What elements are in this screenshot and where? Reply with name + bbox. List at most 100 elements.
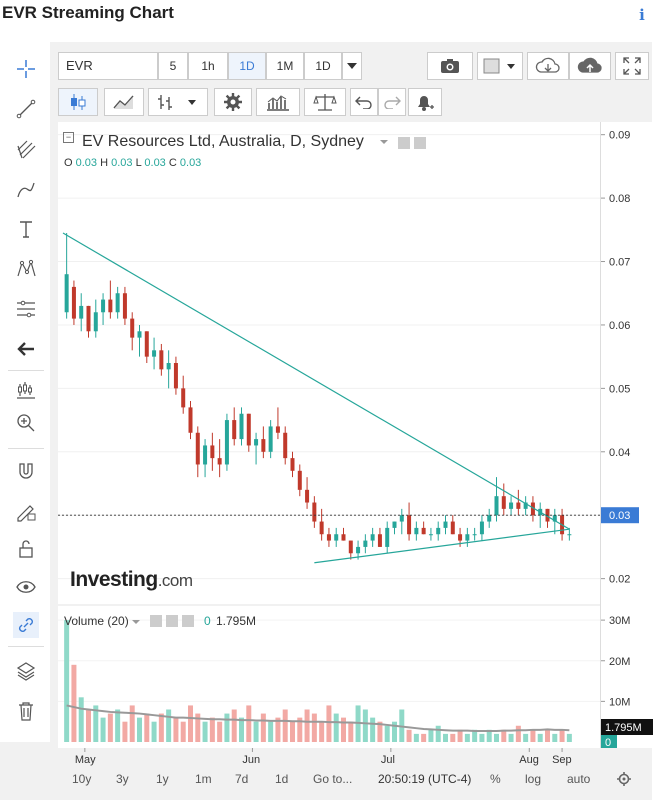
candle-body: [356, 546, 361, 554]
auto-toggle[interactable]: auto: [567, 772, 591, 786]
volume-eye-icon[interactable]: [150, 615, 162, 627]
volume-value: 1.795M: [216, 614, 257, 628]
cloud-upload-icon[interactable]: [569, 52, 611, 80]
lock-drawing-icon[interactable]: [13, 498, 39, 524]
symbol-input[interactable]: EVR: [58, 52, 158, 80]
current-price-label: 0.03: [609, 510, 630, 522]
volume-bar: [166, 709, 172, 742]
color-picker-button[interactable]: [477, 52, 523, 80]
ohlc-legend: O 0.03 H 0.03 L 0.03 C 0.03: [64, 157, 202, 169]
volume-bar: [545, 729, 550, 742]
eye-toggle-icon[interactable]: [398, 137, 410, 149]
trash-icon[interactable]: [13, 698, 39, 724]
candle-body: [516, 502, 521, 509]
candle-body: [487, 515, 492, 522]
candle-body: [428, 534, 433, 536]
unlock-icon[interactable]: [13, 536, 39, 562]
link-icon[interactable]: [13, 612, 39, 638]
camera-icon[interactable]: [427, 52, 473, 80]
fullscreen-icon[interactable]: [615, 52, 649, 80]
chevron-down-icon[interactable]: [342, 52, 362, 80]
time-axis-label: May: [75, 754, 96, 766]
info-icon[interactable]: i: [639, 6, 645, 24]
volume-close-icon[interactable]: [182, 615, 194, 627]
volume-bar: [494, 733, 499, 742]
pattern-icon[interactable]: [13, 256, 39, 282]
toolbar-divider: [8, 646, 44, 647]
back-arrow-icon[interactable]: [13, 336, 39, 362]
settings-gear-icon[interactable]: [617, 772, 631, 791]
area-chart-icon[interactable]: [104, 88, 144, 116]
bar-type-icon[interactable]: [148, 88, 208, 116]
chart-style-icon[interactable]: [13, 376, 39, 402]
indicators-icon[interactable]: [256, 88, 300, 116]
timeframe-1d[interactable]: 1D: [228, 52, 266, 80]
percent-toggle[interactable]: %: [490, 772, 501, 786]
volume-dropdown-icon[interactable]: [132, 620, 140, 624]
settings-small-icon[interactable]: [414, 137, 426, 149]
collapse-icon[interactable]: −: [63, 132, 74, 143]
price-pane[interactable]: − EV Resources Ltd, Australia, D, Sydney…: [58, 122, 600, 604]
fib-retracement-icon[interactable]: [13, 296, 39, 322]
price-chart[interactable]: [58, 122, 600, 604]
price-axis[interactable]: 0.09 0.08 0.07 0.06 0.05 0.04 0.03 0.02 30M 20M 10…: [600, 122, 653, 749]
candle-body: [173, 363, 178, 389]
candle-body: [472, 534, 477, 536]
candle-body: [552, 515, 557, 522]
range-10y[interactable]: 10y: [72, 772, 92, 786]
volume-pane[interactable]: Volume (20) 0 1.795M: [58, 606, 600, 748]
range-1m[interactable]: 1m: [195, 772, 212, 786]
range-1d[interactable]: 1d: [275, 772, 289, 786]
brush-icon[interactable]: [13, 176, 39, 202]
volume-zero-value: 0: [204, 614, 211, 628]
crosshair-icon[interactable]: [13, 56, 39, 82]
trend-line-icon[interactable]: [13, 96, 39, 122]
candle-body: [458, 534, 463, 541]
range-3y[interactable]: 3y: [116, 772, 129, 786]
candle-body: [370, 534, 375, 541]
candle-body: [407, 515, 412, 535]
candle-body: [159, 350, 164, 370]
range-7d[interactable]: 7d: [235, 772, 249, 786]
timeframe-1m[interactable]: 1M: [266, 52, 304, 80]
goto-button[interactable]: Go to...: [313, 772, 353, 786]
candle-body: [436, 527, 441, 535]
volume-axis-label: 20M: [609, 656, 630, 668]
volume-bar: [370, 717, 376, 742]
eye-icon[interactable]: [13, 574, 39, 600]
price-axis-label: 0.04: [609, 447, 630, 459]
volume-chart[interactable]: [58, 606, 600, 748]
redo-icon[interactable]: [378, 88, 406, 116]
toolbar-divider: [8, 370, 44, 371]
candlestick-type-icon[interactable]: [58, 88, 98, 116]
undo-icon[interactable]: [350, 88, 378, 116]
volume-bar: [129, 705, 135, 742]
candle-body: [421, 527, 426, 535]
volume-bar: [282, 709, 288, 742]
volume-bar: [326, 705, 332, 742]
volume-bar: [246, 705, 252, 742]
cloud-download-icon[interactable]: [527, 52, 569, 80]
volume-settings-icon[interactable]: [166, 615, 178, 627]
candle-body: [385, 527, 390, 547]
zoom-in-icon[interactable]: [13, 410, 39, 436]
magnet-icon[interactable]: [13, 458, 39, 484]
range-1y[interactable]: 1y: [156, 772, 169, 786]
timeframe-1h[interactable]: 1h: [188, 52, 228, 80]
layers-icon[interactable]: [13, 658, 39, 684]
volume-bar: [202, 721, 208, 742]
gear-icon[interactable]: [214, 88, 252, 116]
text-tool-icon[interactable]: [13, 216, 39, 242]
pitchfork-icon[interactable]: [13, 136, 39, 162]
time-axis[interactable]: May Jun Jul Aug Sep: [58, 748, 600, 768]
alert-bell-icon[interactable]: [408, 88, 442, 116]
timeframe-5[interactable]: 5: [158, 52, 188, 80]
compare-scale-icon[interactable]: [304, 88, 346, 116]
candle-body: [217, 458, 222, 465]
timeframe-dropdown[interactable]: 1D: [304, 52, 342, 80]
log-toggle[interactable]: log: [525, 772, 542, 786]
volume-bar: [523, 733, 529, 742]
legend-dropdown-icon[interactable]: [380, 140, 388, 144]
candle-body: [283, 432, 288, 459]
candle-body: [188, 407, 193, 433]
